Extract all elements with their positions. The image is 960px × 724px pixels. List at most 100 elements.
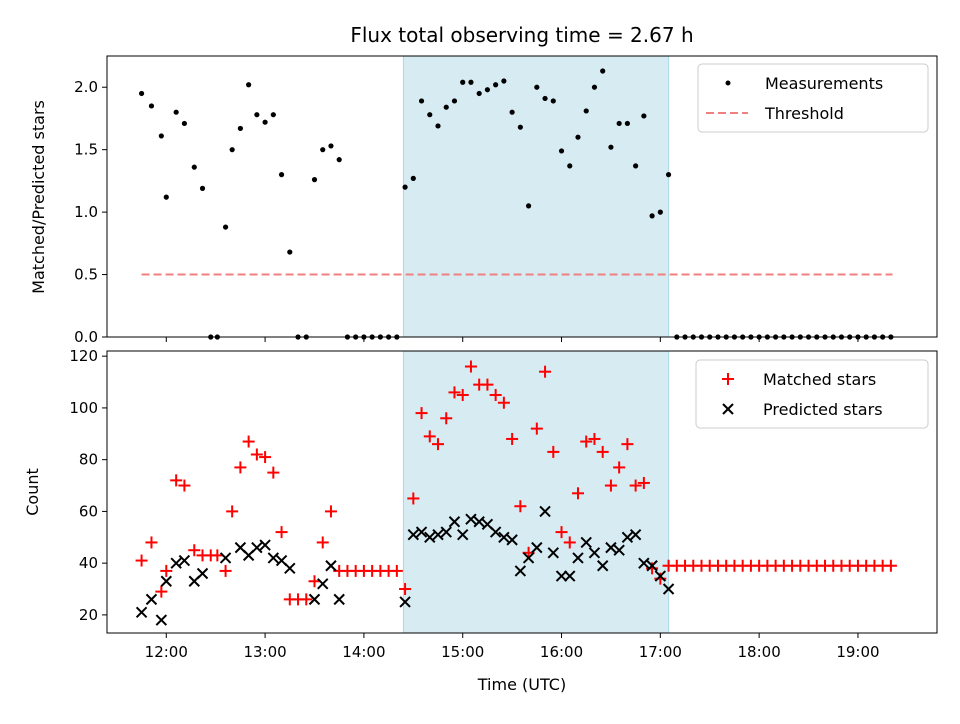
- x-axis-label: Time (UTC): [477, 675, 566, 694]
- predicted-star-point: [547, 547, 559, 559]
- bottom-panel: 20 40 60 80 100 120 12:00 13:00 14:00 15:00 16:00 1…: [23, 347, 938, 694]
- top-ytick-label: 1.0: [74, 203, 98, 221]
- predicted-star-point: [539, 505, 551, 518]
- predicted-star-point: [259, 539, 271, 551]
- measurement-point: [649, 213, 655, 219]
- matched-star-point: [242, 435, 255, 448]
- matched-star-point: [234, 461, 247, 474]
- predicted-star-point: [170, 557, 182, 569]
- xtick-label: 18:00: [738, 643, 781, 661]
- legend-predicted-marker: [722, 403, 734, 415]
- predicted-star-point: [605, 541, 617, 554]
- bottom-shaded-region: [402, 350, 670, 634]
- predicted-star-point: [613, 544, 625, 556]
- predicted-star-point: [654, 570, 667, 582]
- top-ytick-label: 1.5: [74, 141, 98, 159]
- xtick-label: 12:00: [145, 643, 188, 661]
- measurement-point: [608, 144, 614, 150]
- measurement-point: [148, 103, 155, 109]
- measurement-point: [336, 157, 342, 163]
- predicted-star-point: [514, 565, 527, 577]
- predicted-star-point: [284, 562, 296, 575]
- predicted-star-point: [621, 531, 634, 543]
- matched-star-point: [506, 432, 519, 445]
- predicted-star-point: [415, 526, 428, 538]
- measurement-point: [311, 177, 318, 183]
- predicted-star-point: [555, 570, 568, 582]
- matched-star-point: [464, 360, 477, 373]
- bottom-ytick-label: 120: [69, 347, 98, 365]
- predicted-star-point: [465, 513, 477, 525]
- top-panel: 0.00.51.01.52.0 Matched/Predicted stars …: [29, 55, 938, 346]
- xtick-label: 14:00: [342, 643, 385, 661]
- predicted-star-point: [251, 541, 263, 554]
- measurement-point: [476, 90, 482, 97]
- predicted-star-point: [219, 552, 232, 564]
- measurement-point: [320, 147, 326, 153]
- matched-star-point: [423, 430, 436, 443]
- measurement-point: [427, 112, 433, 118]
- predicted-star-point: [135, 606, 148, 619]
- top-legend-box: [697, 63, 929, 133]
- matched-star-point: [588, 432, 601, 445]
- measurement-point: [222, 224, 229, 230]
- predicted-star-point: [424, 531, 436, 543]
- matched-star-point: [188, 544, 201, 557]
- matched-star-point: [604, 479, 617, 492]
- measurement-point: [600, 68, 606, 74]
- predicted-star-point: [196, 567, 209, 580]
- matched-star-point: [160, 564, 173, 577]
- matched-star-point: [399, 583, 412, 596]
- predicted-star-point: [399, 596, 411, 608]
- predicted-star-point: [178, 554, 191, 567]
- predicted-star-point: [629, 528, 642, 541]
- predicted-star-point: [333, 593, 345, 606]
- measurement-point: [173, 109, 179, 115]
- matched-star-point: [571, 487, 584, 500]
- matched-star-point: [440, 412, 453, 425]
- matched-star-point: [226, 505, 239, 518]
- matched-star-point: [547, 445, 560, 458]
- matched-star-point: [432, 438, 445, 451]
- measurement-point: [665, 172, 672, 178]
- measurement-point: [616, 120, 622, 127]
- top-legend: Measurements Threshold: [697, 63, 929, 133]
- measurement-point: [181, 120, 188, 127]
- bottom-ticks: 20 40 60 80 100 120 12:00 13:00 14:00 15:00 16:00 1…: [69, 347, 879, 661]
- matched-star-point: [407, 492, 420, 505]
- matched-star-point: [155, 585, 168, 598]
- matched-star-point: [596, 445, 609, 458]
- xtick-label: 16:00: [540, 643, 583, 661]
- matched-star-point: [316, 536, 329, 549]
- matched-star-point: [135, 554, 148, 567]
- top-ticks: 0.0 0.5 1.0 1.5 2.0: [74, 78, 859, 346]
- xtick-label: 17:00: [639, 643, 682, 661]
- predicted-star-point: [457, 528, 469, 541]
- measurement-point: [435, 123, 441, 129]
- top-ytick-label: 2.0: [74, 78, 98, 96]
- matched-star-point: [178, 479, 191, 492]
- measurement-point: [484, 87, 491, 93]
- predicted-star-point: [522, 552, 535, 564]
- measurement-point: [509, 109, 515, 115]
- predicted-star-point: [498, 531, 510, 543]
- matched-star-point: [637, 476, 650, 489]
- bottom-shaded-interval: [402, 350, 670, 634]
- measurement-point: [501, 78, 507, 84]
- measurement-point: [229, 147, 235, 153]
- matched-star-point: [324, 505, 337, 518]
- predicted-star-point: [317, 578, 329, 590]
- predicted-star-point: [646, 560, 658, 572]
- measurement-point: [451, 98, 458, 104]
- predicted-star-point: [662, 583, 675, 595]
- predicted-star-point: [473, 516, 485, 528]
- measurement-point: [254, 112, 260, 118]
- predicted-star-point: [564, 570, 576, 582]
- matched-star-point: [250, 448, 263, 461]
- measurement-point: [534, 84, 540, 90]
- measurement-point: [237, 125, 243, 132]
- bottom-ytick-label: 100: [69, 399, 98, 417]
- measurement-point: [460, 79, 466, 85]
- measurement-point: [468, 79, 474, 85]
